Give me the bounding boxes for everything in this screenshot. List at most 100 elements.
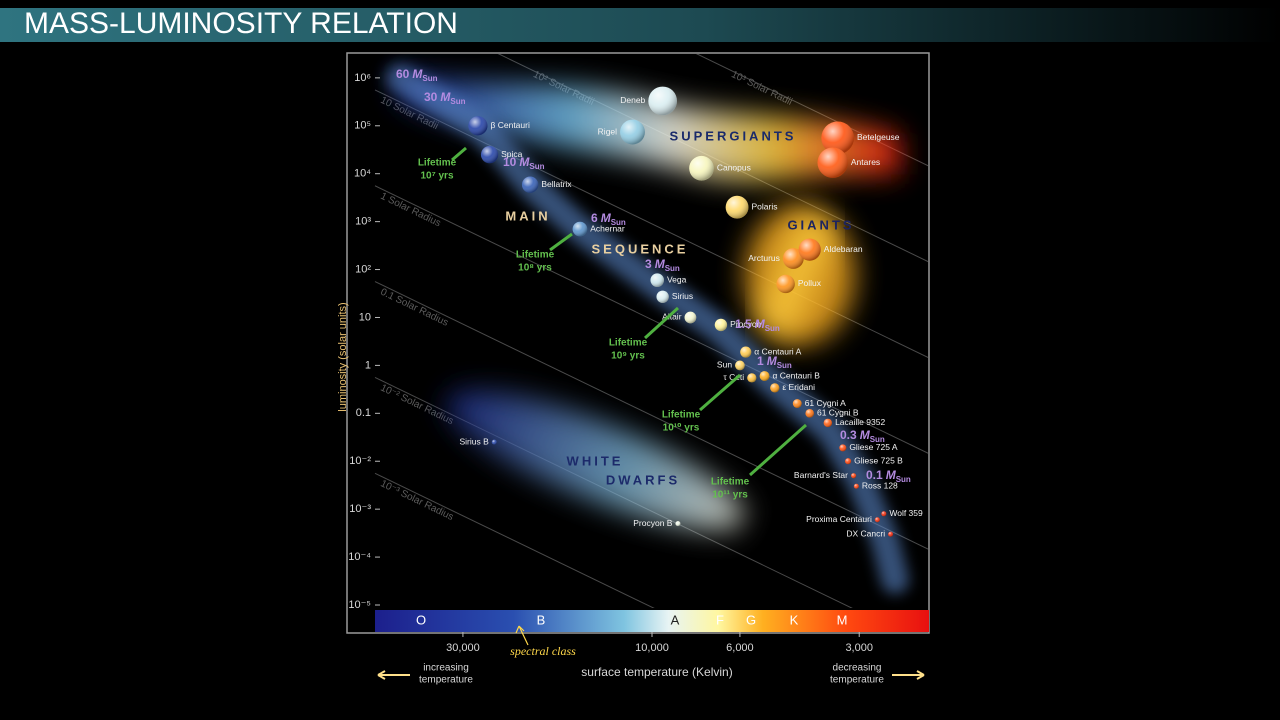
mass-label: 30 MSun [424, 90, 466, 106]
mass-value: 3 [645, 257, 652, 271]
star-label: Betelgeuse [857, 132, 900, 142]
right-note: decreasing [833, 663, 882, 674]
star-shine [650, 273, 664, 287]
star-shine [648, 86, 677, 116]
spectral-class: K [790, 612, 799, 627]
mass-unit: M [440, 90, 451, 104]
mass-unit: M [412, 67, 423, 81]
star-shine [620, 119, 645, 145]
mass-unit-subscript: Sun [529, 162, 544, 171]
left-note: temperature [419, 675, 473, 686]
x-tick-label: 30,000 [446, 642, 480, 654]
lifetime-word: Lifetime [516, 250, 555, 261]
mass-label: 1 MSun [757, 354, 792, 370]
star-shine [770, 383, 780, 393]
x-tick-label: 10,000 [635, 642, 669, 654]
region-label: WHITE [567, 453, 624, 468]
star-label: Sirius B [460, 436, 490, 446]
star-label: Ross 128 [862, 481, 898, 491]
star-shine [740, 346, 752, 358]
left-arrow [377, 670, 410, 680]
region-label: GIANTS [787, 217, 854, 232]
x-tick-label: 6,000 [726, 642, 754, 654]
star-label: Aldebaran [824, 244, 863, 254]
star-label: Deneb [620, 95, 645, 105]
spectral-class: O [416, 612, 426, 627]
y-tick-label: 10⁻⁵ [348, 599, 371, 611]
lifetime-word: Lifetime [609, 338, 648, 349]
y-tick-label: 10⁴ [354, 168, 371, 180]
mass-label: 60 MSun [396, 67, 438, 83]
star-label: Rigel [598, 126, 617, 136]
star-shine [735, 360, 745, 371]
lifetime-pointer [643, 306, 680, 340]
star-shine [881, 511, 887, 517]
star-label: Procyon B [633, 518, 673, 528]
star-label: Bellatrix [541, 179, 572, 189]
spectral-class-arrow [515, 625, 529, 646]
star-label: Procyon [730, 319, 761, 329]
mass-value: 0.1 [866, 468, 883, 482]
mass-label: 6 MSun [591, 211, 626, 227]
star-shine [725, 195, 749, 219]
lifetime-value: 10⁷ yrs [420, 171, 453, 182]
y-tick-label: 10³ [355, 216, 371, 228]
mass-unit: M [860, 428, 871, 442]
star-shine [468, 116, 488, 136]
radius-line [695, 54, 928, 167]
star-shine [572, 221, 588, 237]
mass-unit-subscript: Sun [765, 324, 780, 333]
mass-unit: M [519, 155, 530, 169]
mass-unit-subscript: Sun [896, 475, 911, 484]
star-label: Polaris [751, 201, 777, 211]
giant-branch-glow [753, 211, 838, 342]
spectral-class: B [537, 612, 546, 627]
mass-unit-subscript: Sun [665, 264, 680, 273]
region-label: MAIN [505, 208, 550, 223]
region-label: SEQUENCE [592, 241, 689, 256]
left-note: increasing [423, 663, 469, 674]
white-dwarf-glow [445, 390, 745, 530]
supergiant-glow [395, 70, 900, 181]
mass-value: 1.5 [735, 317, 752, 331]
spectral-bar [375, 610, 929, 632]
mass-unit-subscript: Sun [611, 218, 626, 227]
mass-label: 1.5 MSun [735, 317, 780, 333]
y-tick-label: 10⁻³ [349, 503, 371, 515]
region-label: SUPERGIANTS [670, 128, 797, 143]
star-shine [782, 248, 804, 269]
mass-label: 3 MSun [645, 257, 680, 273]
right-note: temperature [830, 675, 884, 686]
star-shine [817, 147, 848, 178]
star-label: α Centauri B [772, 370, 820, 380]
star-label: Gliese 725 A [849, 442, 898, 452]
star-shine [689, 155, 714, 181]
star-shine [888, 531, 894, 537]
star-label: Sirius [672, 291, 693, 301]
lifetime-pointer [699, 373, 741, 412]
lifetime-value: 10¹⁰ yrs [663, 423, 700, 434]
star-label: Barnard's Star [794, 470, 848, 480]
star-shine [684, 311, 697, 324]
lifetime-pointer [549, 232, 573, 252]
mass-label: 0.1 MSun [866, 468, 911, 484]
star-shine [874, 517, 880, 523]
spectral-class: M [837, 612, 848, 627]
star-shine [851, 473, 857, 479]
star-shine [798, 238, 821, 261]
star-shine [480, 146, 499, 164]
mass-unit-subscript: Sun [870, 435, 885, 444]
lifetime-pointer [451, 146, 467, 162]
y-tick-label: 10 [359, 311, 371, 323]
star-shine [675, 521, 681, 527]
star-label: α Centauri A [754, 346, 801, 356]
y-tick-label: 1 [365, 359, 371, 371]
star-label: Wolf 359 [889, 508, 923, 518]
star-label: Proxima Centauri [806, 514, 872, 524]
mass-value: 60 [396, 67, 410, 81]
star-shine [747, 373, 757, 383]
star-label: Altair [662, 312, 682, 322]
star-shine [491, 439, 497, 445]
star-shine [821, 121, 855, 155]
